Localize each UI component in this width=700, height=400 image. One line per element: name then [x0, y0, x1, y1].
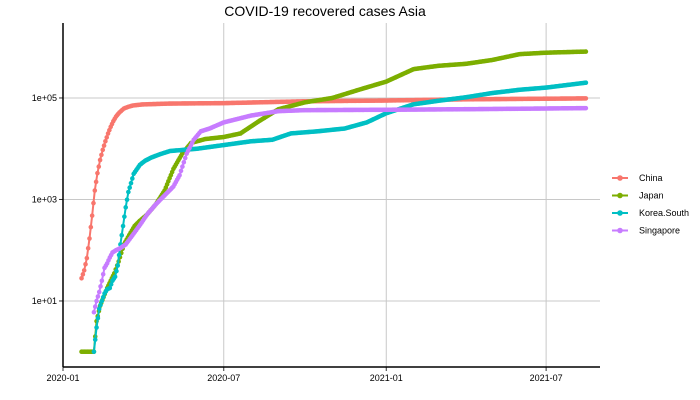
legend: China Japan Korea.South Singapore [612, 173, 689, 236]
data-point [112, 274, 118, 280]
data-point [92, 188, 98, 193]
data-point [120, 223, 126, 229]
data-point [100, 294, 106, 300]
data-point [88, 224, 94, 230]
data-point [180, 164, 185, 169]
data-point [79, 275, 84, 281]
data-point [123, 205, 129, 210]
data-point [100, 271, 106, 277]
series-china [79, 96, 589, 281]
data-point [126, 189, 131, 195]
x-tick-label: 2020-07 [207, 373, 240, 383]
legend-key-point [617, 175, 623, 181]
legend-label: Korea.South [639, 208, 689, 218]
data-point [100, 147, 106, 153]
x-tick-label: 2021-01 [370, 373, 403, 383]
data-point [128, 180, 134, 186]
data-point [104, 135, 110, 140]
data-point [99, 152, 104, 158]
data-point [95, 315, 101, 321]
legend-label: Singapore [639, 226, 680, 236]
data-point [96, 289, 102, 295]
data-point [115, 263, 121, 268]
data-point [583, 49, 589, 54]
data-point [89, 213, 95, 218]
data-point [97, 157, 103, 163]
data-point [92, 337, 98, 342]
data-point [91, 309, 97, 315]
data-point [98, 302, 103, 308]
data-point [122, 214, 127, 219]
legend-key-point [617, 227, 623, 234]
legend-item-korea-south: Korea.South [612, 208, 689, 218]
axes: 2020-01 2020-07 2021-01 2021-07 1e+01 1e+03 1e… [32, 23, 600, 383]
data-point [101, 143, 107, 148]
data-point [85, 246, 91, 251]
legend-item-singapore: Singapore [612, 226, 680, 236]
data-point [116, 252, 122, 258]
data-point [91, 349, 97, 355]
legend-item-japan: Japan [612, 191, 664, 201]
data-point [96, 164, 102, 169]
data-point [177, 172, 182, 178]
data-point [583, 96, 589, 101]
x-tick-label: 2021-07 [530, 373, 563, 383]
data-point [87, 236, 92, 241]
y-tick-label: 1e+01 [32, 296, 57, 306]
data-point [83, 261, 88, 267]
data-point [92, 304, 98, 309]
data-point [91, 200, 96, 206]
data-point [80, 272, 86, 277]
legend-label: Japan [639, 191, 664, 201]
data-point [99, 298, 105, 304]
data-point [84, 255, 90, 261]
data-point [583, 80, 589, 85]
data-point [119, 232, 125, 238]
data-point [99, 278, 105, 284]
data-point [108, 282, 114, 287]
data-point [130, 176, 135, 181]
gridlines [62, 23, 600, 367]
plot-area [79, 49, 589, 355]
chart-title: COVID-19 recovered cases Asia [224, 3, 426, 19]
data-point [178, 168, 184, 174]
data-point [583, 105, 589, 111]
data-point [93, 179, 99, 185]
legend-label: China [639, 173, 663, 183]
x-tick-label: 2020-01 [46, 373, 79, 383]
data-point [96, 306, 102, 312]
data-point [181, 159, 187, 165]
data-point [103, 139, 108, 144]
series-line-korea-south [92, 81, 586, 352]
data-point [107, 285, 113, 291]
data-point [94, 325, 99, 330]
data-point [95, 170, 100, 176]
legend-key-point [617, 210, 623, 216]
y-tick-label: 1e+03 [32, 194, 57, 204]
data-point [95, 294, 101, 299]
data-point [98, 284, 103, 289]
data-point [127, 185, 132, 190]
data-point [114, 268, 119, 274]
data-point [81, 268, 87, 273]
legend-key-point [617, 192, 623, 199]
data-point [124, 197, 130, 202]
data-point [182, 155, 188, 161]
legend-item-china: China [612, 173, 663, 183]
series-line-china [80, 97, 586, 279]
data-point [94, 298, 99, 304]
series-korea-south [91, 80, 589, 355]
series-line-singapore [92, 107, 586, 313]
y-tick-label: 1e+05 [32, 93, 57, 103]
series-singapore [91, 105, 589, 315]
